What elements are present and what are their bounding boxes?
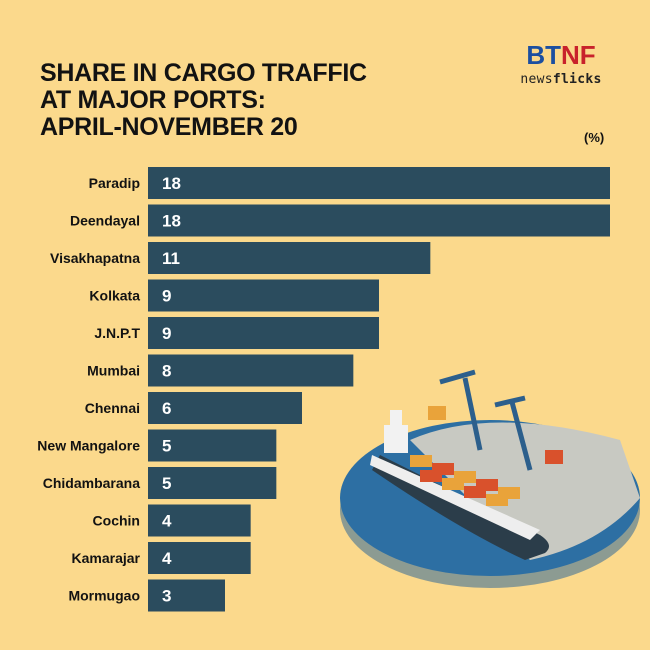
value-label-10: 4	[162, 549, 172, 568]
bar-6	[148, 392, 302, 424]
value-label-9: 4	[162, 512, 172, 531]
logo-flicks: flicks	[552, 72, 602, 87]
bar-3	[148, 279, 379, 312]
logo-subtitle: newsflicks	[508, 72, 614, 87]
logo-nf: NF	[561, 40, 596, 70]
category-label-2: Visakhapatna	[50, 250, 140, 266]
category-label-4: J.N.P.T	[94, 325, 140, 341]
bar-9	[148, 504, 251, 537]
logo-wordmark: BTNF	[510, 40, 612, 70]
logo-news: news	[520, 72, 553, 87]
category-label-1: Deendayal	[70, 213, 140, 229]
category-label-6: Chennai	[85, 400, 140, 416]
category-label-8: Chidambarana	[43, 475, 140, 491]
category-label-7: New Mangalore	[37, 438, 140, 454]
value-label-6: 6	[162, 399, 171, 418]
bt-newsflicks-logo: BTNF newsflicks	[508, 40, 614, 96]
value-label-8: 5	[162, 474, 171, 493]
value-label-1: 18	[162, 212, 181, 231]
category-label-5: Mumbai	[87, 363, 140, 379]
title-line-1: SHARE IN CARGO TRAFFIC	[40, 59, 367, 87]
bar-7	[148, 429, 277, 462]
bar-2	[148, 242, 431, 274]
bar-1	[148, 204, 610, 237]
title-line-2: AT MAJOR PORTS:	[40, 86, 266, 114]
value-label-0: 18	[162, 174, 181, 193]
value-label-5: 8	[162, 362, 171, 381]
value-label-4: 9	[162, 324, 171, 343]
value-label-2: 11	[162, 249, 180, 268]
value-label-7: 5	[162, 437, 171, 456]
title-line-3: APRIL-NOVEMBER 20	[40, 113, 298, 141]
bar-8	[148, 467, 277, 499]
category-label-3: Kolkata	[89, 288, 140, 304]
bar-0	[148, 167, 610, 199]
category-label-9: Cochin	[93, 513, 140, 529]
category-label-11: Mormugao	[68, 588, 140, 604]
category-label-0: Paradip	[89, 175, 140, 191]
unit-label: (%)	[584, 130, 605, 145]
value-label-11: 3	[162, 587, 171, 606]
bar-10	[148, 542, 251, 574]
category-label-10: Kamarajar	[72, 550, 141, 566]
bar-4	[148, 317, 379, 349]
logo-bt: BT	[526, 40, 561, 70]
chart-title: SHARE IN CARGO TRAFFIC AT MAJOR PORTS: A…	[40, 60, 480, 141]
bar-5	[148, 354, 354, 387]
bar-11	[148, 579, 225, 612]
value-label-3: 9	[162, 287, 171, 306]
